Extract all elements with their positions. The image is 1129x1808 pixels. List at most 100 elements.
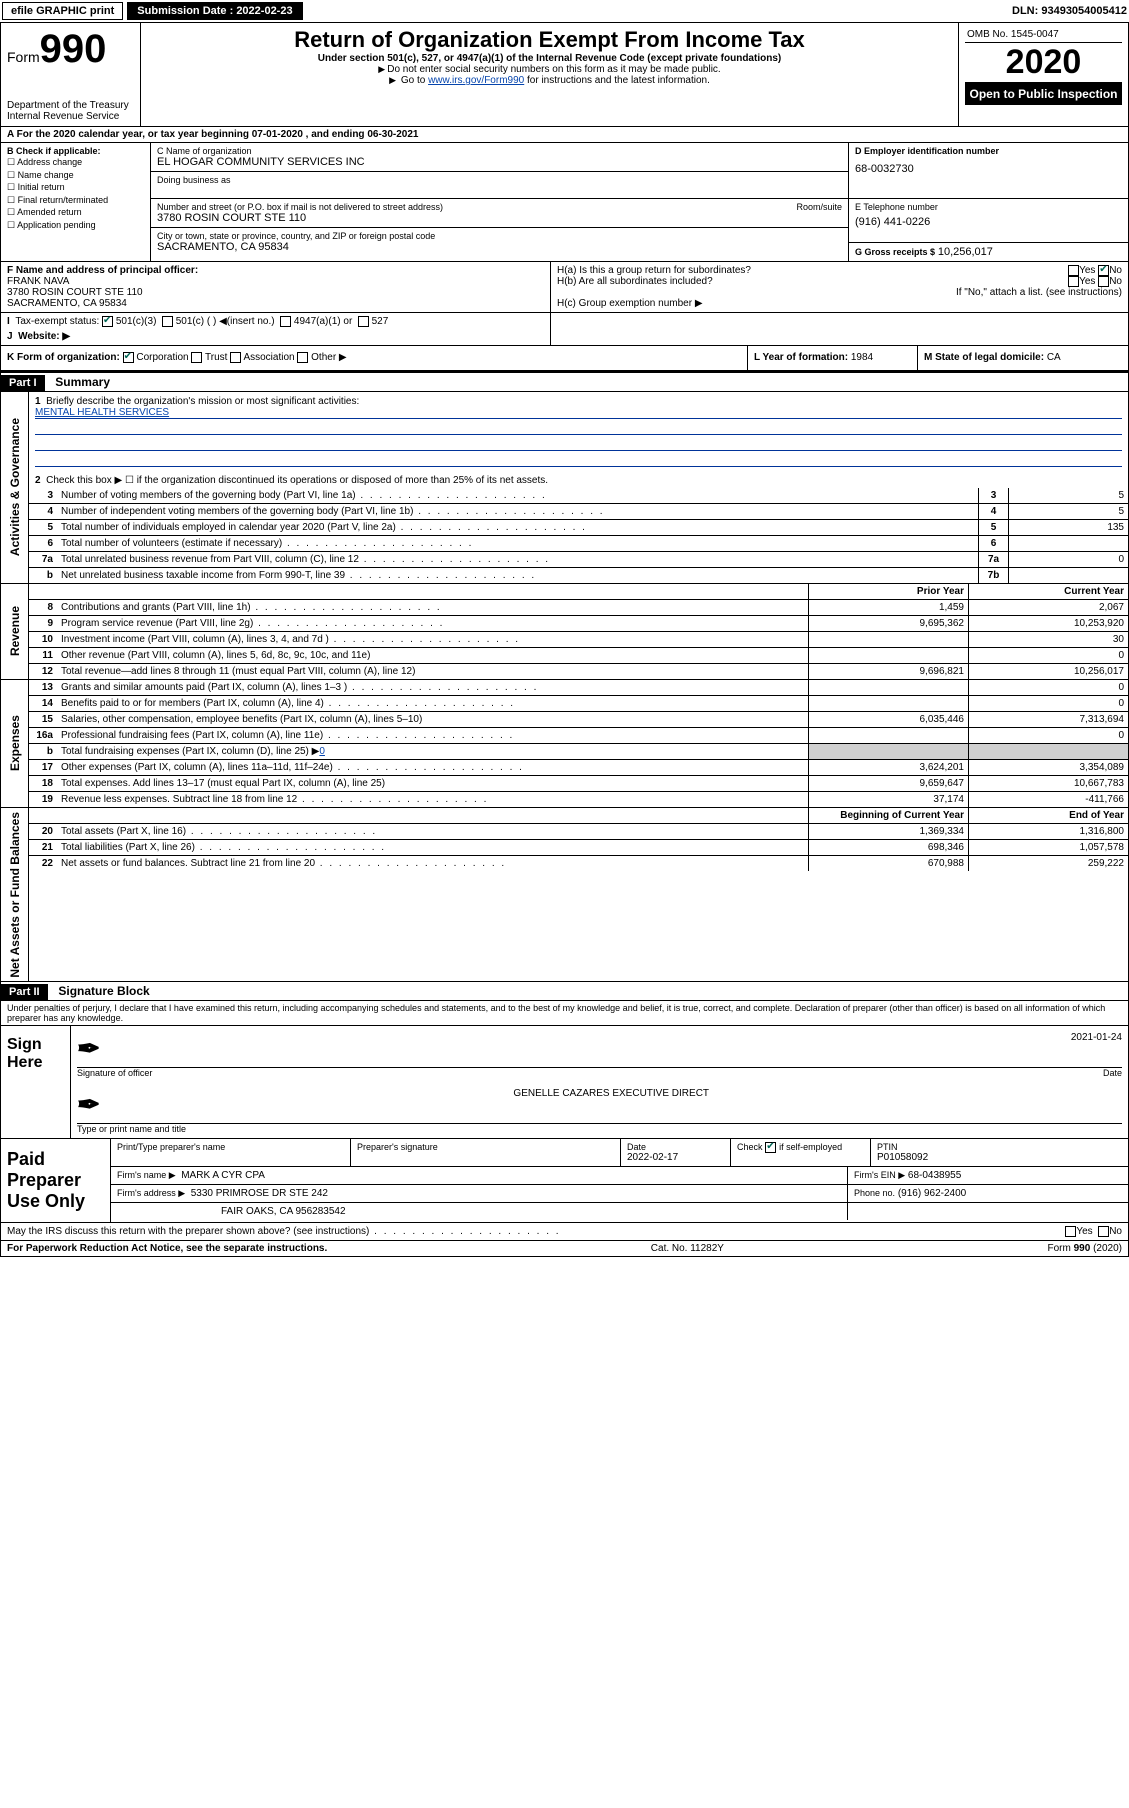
chk-amended-return[interactable]: ☐ Amended return bbox=[7, 206, 144, 219]
type-name-label: Type or print name and title bbox=[77, 1124, 1122, 1134]
ha-no[interactable] bbox=[1098, 265, 1109, 276]
line-15-prior: 6,035,446 bbox=[808, 712, 968, 727]
line-16b-text: Total fundraising expenses (Part IX, col… bbox=[57, 744, 808, 759]
top-bar: efile GRAPHIC print Submission Date : 20… bbox=[0, 0, 1129, 22]
k-trust[interactable] bbox=[191, 352, 202, 363]
sig-date-label: Date bbox=[1103, 1068, 1122, 1078]
e-phone-label: E Telephone number bbox=[855, 202, 1122, 212]
dba-label: Doing business as bbox=[157, 175, 842, 185]
c-name-label: C Name of organization bbox=[157, 146, 842, 156]
instructions-link[interactable]: www.irs.gov/Form990 bbox=[428, 75, 524, 86]
line-21-end: 1,057,578 bbox=[968, 840, 1128, 855]
sig-date: 2021-01-24 bbox=[1071, 1032, 1122, 1065]
chk-final-return[interactable]: ☐ Final return/terminated bbox=[7, 194, 144, 207]
firm-phone-label: Phone no. bbox=[854, 1188, 895, 1198]
firm-ein-label: Firm's EIN ▶ bbox=[854, 1170, 905, 1180]
line-1-text: Briefly describe the organization's miss… bbox=[46, 396, 359, 407]
line-14-current: 0 bbox=[968, 696, 1128, 711]
footer-right: Form 990 (2020) bbox=[1048, 1243, 1122, 1254]
chk-initial-return[interactable]: ☐ Initial return bbox=[7, 181, 144, 194]
line-16a-text: Professional fundraising fees (Part IX, … bbox=[57, 728, 808, 743]
vert-revenue: Revenue bbox=[8, 606, 22, 656]
line-7b-text: Net unrelated business taxable income fr… bbox=[57, 568, 978, 583]
k-corp[interactable] bbox=[123, 352, 134, 363]
line-3-value: 5 bbox=[1008, 488, 1128, 503]
chk-application-pending[interactable]: ☐ Application pending bbox=[7, 219, 144, 232]
line-12-text: Total revenue—add lines 8 through 11 (mu… bbox=[57, 664, 808, 679]
k-other[interactable] bbox=[297, 352, 308, 363]
line-3-text: Number of voting members of the governin… bbox=[57, 488, 978, 503]
form-word: Form bbox=[7, 49, 40, 65]
line-9-text: Program service revenue (Part VIII, line… bbox=[57, 616, 808, 631]
i-501c3[interactable] bbox=[102, 316, 113, 327]
line-22-beg: 670,988 bbox=[808, 856, 968, 871]
i-4947[interactable] bbox=[280, 316, 291, 327]
discuss-no[interactable] bbox=[1098, 1226, 1109, 1237]
efile-button[interactable]: efile GRAPHIC print bbox=[2, 2, 123, 20]
mission-value: MENTAL HEALTH SERVICES bbox=[35, 407, 1122, 419]
line-4-text: Number of independent voting members of … bbox=[57, 504, 978, 519]
line-9-current: 10,253,920 bbox=[968, 616, 1128, 631]
f-label: F Name and address of principal officer: bbox=[7, 265, 198, 276]
row-i-j: I Tax-exempt status: 501(c)(3) 501(c) ( … bbox=[0, 313, 1129, 346]
ptin-label: PTIN bbox=[877, 1142, 1122, 1152]
part-ii-tag: Part II bbox=[1, 984, 48, 1000]
chk-address-change[interactable]: ☐ Address change bbox=[7, 156, 144, 169]
line-15-current: 7,313,694 bbox=[968, 712, 1128, 727]
line-17-current: 3,354,089 bbox=[968, 760, 1128, 775]
line-17-text: Other expenses (Part IX, column (A), lin… bbox=[57, 760, 808, 775]
line-17-prior: 3,624,201 bbox=[808, 760, 968, 775]
line-12-prior: 9,696,821 bbox=[808, 664, 968, 679]
end-year-header: End of Year bbox=[968, 808, 1128, 823]
i-501c[interactable] bbox=[162, 316, 173, 327]
tax-year: 2020 bbox=[965, 43, 1122, 83]
prep-date-label: Date bbox=[627, 1142, 724, 1152]
line-20-beg: 1,369,334 bbox=[808, 824, 968, 839]
k-assoc[interactable] bbox=[230, 352, 241, 363]
paid-preparer-block: Paid Preparer Use Only Print/Type prepar… bbox=[0, 1139, 1129, 1223]
chk-name-change[interactable]: ☐ Name change bbox=[7, 169, 144, 182]
current-year-header: Current Year bbox=[968, 584, 1128, 599]
city-label: City or town, state or province, country… bbox=[157, 231, 842, 241]
line-8-current: 2,067 bbox=[968, 600, 1128, 615]
line-18-prior: 9,659,647 bbox=[808, 776, 968, 791]
officer-name-typed: GENELLE CAZARES EXECUTIVE DIRECT bbox=[513, 1088, 709, 1121]
line-7a-value: 0 bbox=[1008, 552, 1128, 567]
line-11-text: Other revenue (Part VIII, column (A), li… bbox=[57, 648, 808, 663]
ha-yes[interactable] bbox=[1068, 265, 1079, 276]
form-title: Return of Organization Exempt From Incom… bbox=[147, 27, 952, 53]
hb-no[interactable] bbox=[1098, 276, 1109, 287]
m-label: M State of legal domicile: bbox=[924, 352, 1044, 363]
expenses-block: Expenses 13Grants and similar amounts pa… bbox=[0, 680, 1129, 808]
line-14-text: Benefits paid to or for members (Part IX… bbox=[57, 696, 808, 711]
penalty-text: Under penalties of perjury, I declare th… bbox=[0, 1001, 1129, 1026]
part-ii-title: Signature Block bbox=[50, 982, 157, 1000]
self-employed-check[interactable] bbox=[765, 1142, 776, 1153]
line-18-text: Total expenses. Add lines 13–17 (must eq… bbox=[57, 776, 808, 791]
part-i-tag: Part I bbox=[1, 375, 45, 391]
l-label: L Year of formation: bbox=[754, 352, 848, 363]
hc-label: H(c) Group exemption number ▶ bbox=[557, 298, 1122, 309]
line-15-text: Salaries, other compensation, employee b… bbox=[57, 712, 808, 727]
line-13-text: Grants and similar amounts paid (Part IX… bbox=[57, 680, 808, 695]
submission-date-button[interactable]: Submission Date : 2022-02-23 bbox=[127, 2, 302, 20]
revenue-block: Revenue Prior YearCurrent Year 8Contribu… bbox=[0, 584, 1129, 680]
part-i-title: Summary bbox=[47, 373, 118, 391]
irs-label: Internal Revenue Service bbox=[7, 111, 134, 122]
line-10-prior bbox=[808, 632, 968, 647]
line-14-prior bbox=[808, 696, 968, 711]
city-state-zip: SACRAMENTO, CA 95834 bbox=[157, 241, 842, 253]
vert-activities: Activities & Governance bbox=[8, 418, 22, 556]
row-a-period: A For the 2020 calendar year, or tax yea… bbox=[0, 127, 1129, 143]
officer-addr2: SACRAMENTO, CA 95834 bbox=[7, 298, 544, 309]
hb-yes[interactable] bbox=[1068, 276, 1079, 287]
phone-value: (916) 441-0226 bbox=[855, 216, 1122, 228]
room-label: Room/suite bbox=[796, 202, 842, 224]
footer-left: For Paperwork Reduction Act Notice, see … bbox=[7, 1243, 327, 1254]
discuss-yes[interactable] bbox=[1065, 1226, 1076, 1237]
vert-net-assets: Net Assets or Fund Balances bbox=[8, 812, 22, 978]
line-22-end: 259,222 bbox=[968, 856, 1128, 871]
firm-ein-value: 68-0438955 bbox=[908, 1170, 961, 1181]
i-527[interactable] bbox=[358, 316, 369, 327]
line-4-value: 5 bbox=[1008, 504, 1128, 519]
